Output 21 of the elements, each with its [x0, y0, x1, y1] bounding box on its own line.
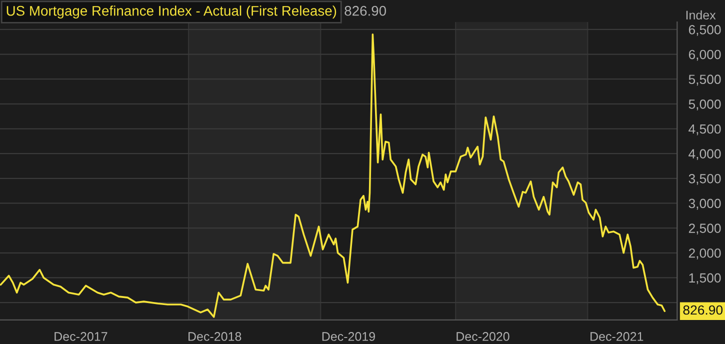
x-tick-label: Dec-2018 — [188, 332, 242, 341]
y-tick-label: 6,000 — [688, 50, 721, 61]
text: 826.90 — [344, 6, 386, 16]
y-tick-label: 6,500 — [688, 25, 721, 36]
y-tick-label: 1,500 — [689, 273, 721, 284]
line-series — [0, 34, 666, 318]
chart-title: US Mortgage Refinance Index - Actual (First Release) — [6, 6, 336, 19]
y-tick-label: 3,500 — [688, 174, 721, 185]
y-tick-label: 2,500 — [688, 224, 721, 235]
y-tick-label: 3,000 — [688, 198, 721, 210]
y-tick-label: 4,000 — [688, 149, 721, 160]
x-tick-label: Dec-2019 — [322, 332, 375, 341]
y-tick-label: 2,000 — [688, 248, 721, 260]
y-axis-title: Index — [686, 10, 716, 20]
y-tick-label: 4,500 — [688, 124, 721, 136]
x-tick-label: Dec-2020 — [456, 332, 510, 341]
y-tick-label: 5,500 — [688, 74, 721, 86]
y-tick-label: 5,000 — [688, 100, 721, 110]
x-tick-label: Dec-2021 — [590, 332, 644, 341]
x-tick-label: Dec-2017 — [54, 332, 108, 341]
text: 826.90 — [683, 305, 723, 315]
